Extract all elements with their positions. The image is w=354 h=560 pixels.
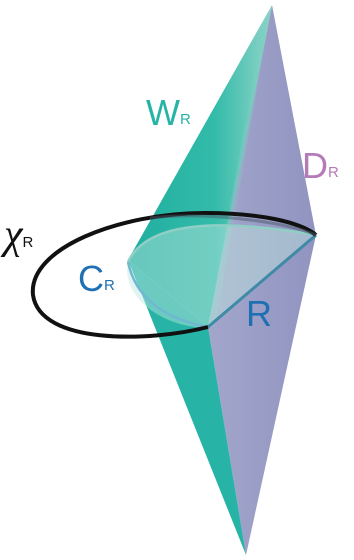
- edge-r: [207, 233, 317, 329]
- loop-chi: [30, 210, 318, 339]
- curve-c: [126, 224, 317, 263]
- label-chi: χR: [0, 212, 33, 258]
- disk-region: [127, 225, 316, 328]
- label-w: WR: [146, 92, 191, 133]
- label-r: R: [246, 293, 272, 334]
- loop-chi-hidden: [149, 214, 317, 237]
- label-d: DR: [302, 145, 339, 186]
- upper-teal-face: [128, 5, 272, 327]
- curve-c-lower: [126, 261, 209, 329]
- spine-highlight: [208, 5, 272, 327]
- label-c: CR: [78, 258, 115, 299]
